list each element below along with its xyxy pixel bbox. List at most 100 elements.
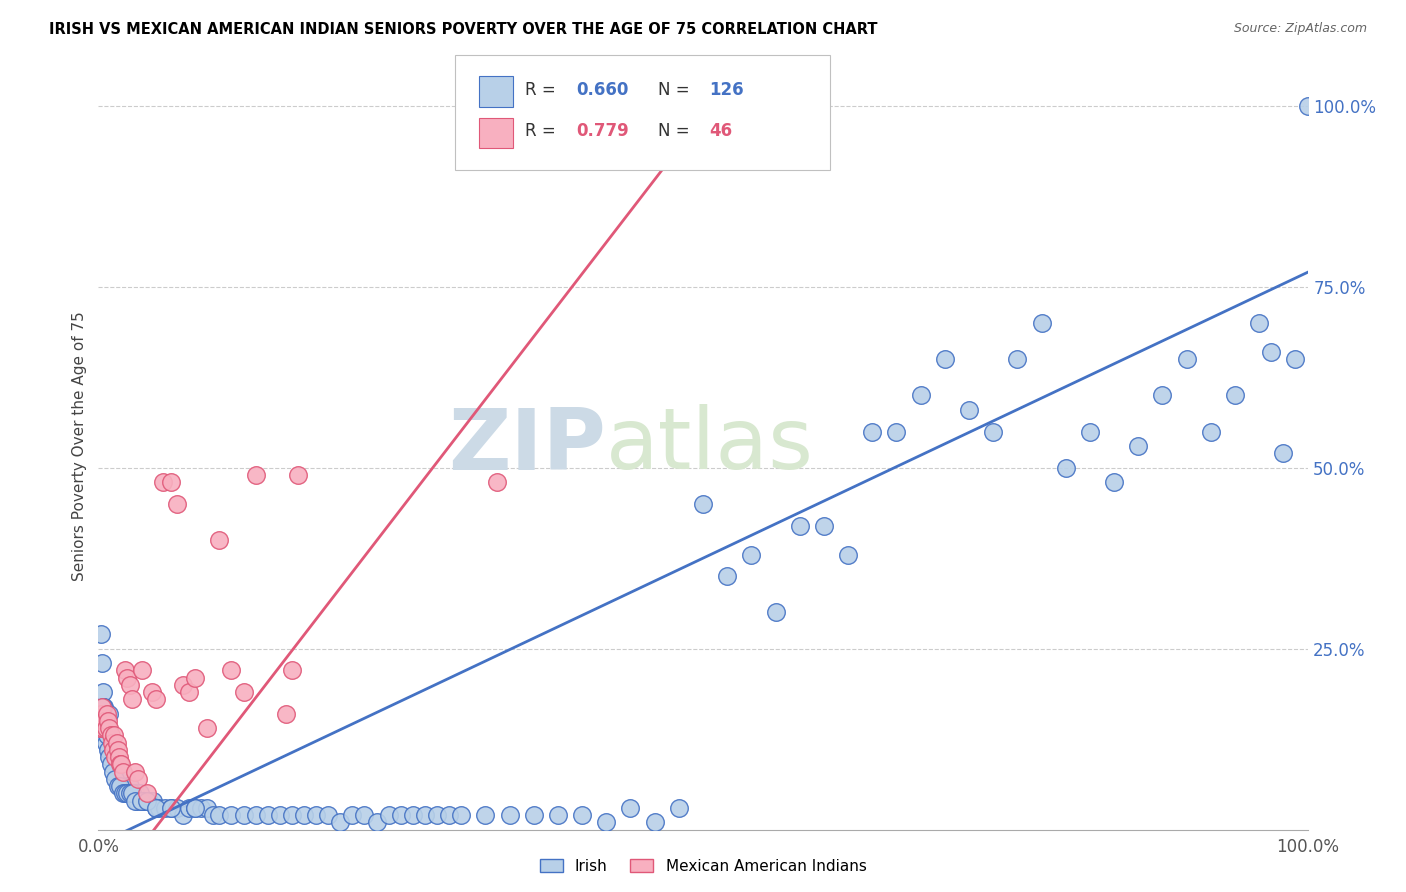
Point (281, 808, 304, 822)
Point (105, 736, 128, 750)
Point (860, 425, 883, 439)
Point (118, 786, 141, 800)
Point (184, 801, 207, 815)
Text: ZIP: ZIP (449, 404, 606, 488)
Point (208, 808, 231, 822)
Point (221, 664, 243, 678)
Point (172, 808, 194, 822)
Text: Source: ZipAtlas.com: Source: ZipAtlas.com (1233, 22, 1367, 36)
Point (1007, 352, 1029, 367)
Point (111, 772, 134, 786)
Point (184, 801, 207, 815)
Point (114, 664, 136, 678)
Point (595, 815, 617, 830)
Legend: Irish, Mexican American Indians: Irish, Mexican American Indians (533, 853, 873, 880)
Point (135, 794, 157, 808)
Point (547, 808, 569, 822)
Point (124, 794, 146, 808)
Point (179, 801, 201, 815)
Point (91, 685, 114, 699)
Point (305, 808, 328, 822)
Point (98, 750, 121, 764)
Point (145, 801, 167, 815)
FancyBboxPatch shape (479, 76, 513, 107)
Point (195, 721, 218, 735)
Point (124, 764, 146, 779)
Point (668, 801, 690, 815)
Point (402, 808, 425, 822)
Point (114, 772, 136, 786)
Point (94, 736, 117, 750)
Point (789, 518, 811, 533)
Text: 126: 126 (709, 81, 744, 99)
Point (91, 699, 114, 714)
Point (91, 721, 114, 735)
Point (108, 757, 131, 772)
Point (129, 794, 152, 808)
Point (426, 808, 449, 822)
Text: atlas: atlas (606, 404, 814, 488)
Point (281, 664, 304, 678)
Point (121, 786, 143, 800)
Point (90, 706, 112, 721)
Point (145, 692, 167, 706)
Point (498, 808, 520, 822)
Point (93, 714, 115, 728)
Point (101, 764, 124, 779)
Point (121, 692, 143, 706)
Point (93, 699, 115, 714)
Point (202, 808, 225, 822)
Point (716, 569, 738, 583)
Point (100, 736, 122, 750)
Text: N =: N = (658, 122, 695, 140)
Point (97, 714, 120, 728)
Point (148, 801, 170, 815)
Point (1296, 99, 1319, 113)
Point (450, 808, 472, 822)
Point (94, 714, 117, 728)
Point (127, 772, 149, 786)
Point (813, 518, 835, 533)
Point (131, 664, 153, 678)
Point (1128, 439, 1150, 453)
Point (179, 685, 201, 699)
Point (619, 801, 641, 815)
Point (107, 743, 129, 757)
Point (1054, 460, 1077, 475)
Text: R =: R = (526, 122, 561, 140)
Point (172, 678, 194, 692)
Point (104, 750, 127, 764)
Point (232, 808, 254, 822)
Point (160, 801, 183, 815)
Point (366, 815, 388, 830)
FancyBboxPatch shape (456, 54, 830, 169)
Point (118, 678, 141, 692)
Point (837, 548, 859, 562)
Point (160, 801, 183, 815)
Point (184, 671, 207, 685)
Point (413, 808, 436, 822)
Text: R =: R = (526, 81, 561, 99)
Point (292, 808, 315, 822)
Point (152, 475, 174, 490)
Point (981, 425, 1004, 439)
Point (269, 808, 291, 822)
Point (89, 721, 111, 735)
Point (111, 764, 134, 779)
Point (97, 743, 120, 757)
Point (104, 772, 127, 786)
Point (160, 475, 183, 490)
Text: 46: 46 (709, 122, 733, 140)
Point (353, 808, 375, 822)
Point (108, 750, 131, 764)
Point (245, 808, 267, 822)
Point (107, 764, 129, 779)
Point (1078, 425, 1101, 439)
Point (107, 779, 129, 793)
Point (1102, 475, 1125, 490)
Text: 0.660: 0.660 (576, 81, 628, 99)
Point (135, 786, 157, 800)
Point (910, 388, 932, 402)
Point (571, 808, 593, 822)
Text: N =: N = (658, 81, 695, 99)
